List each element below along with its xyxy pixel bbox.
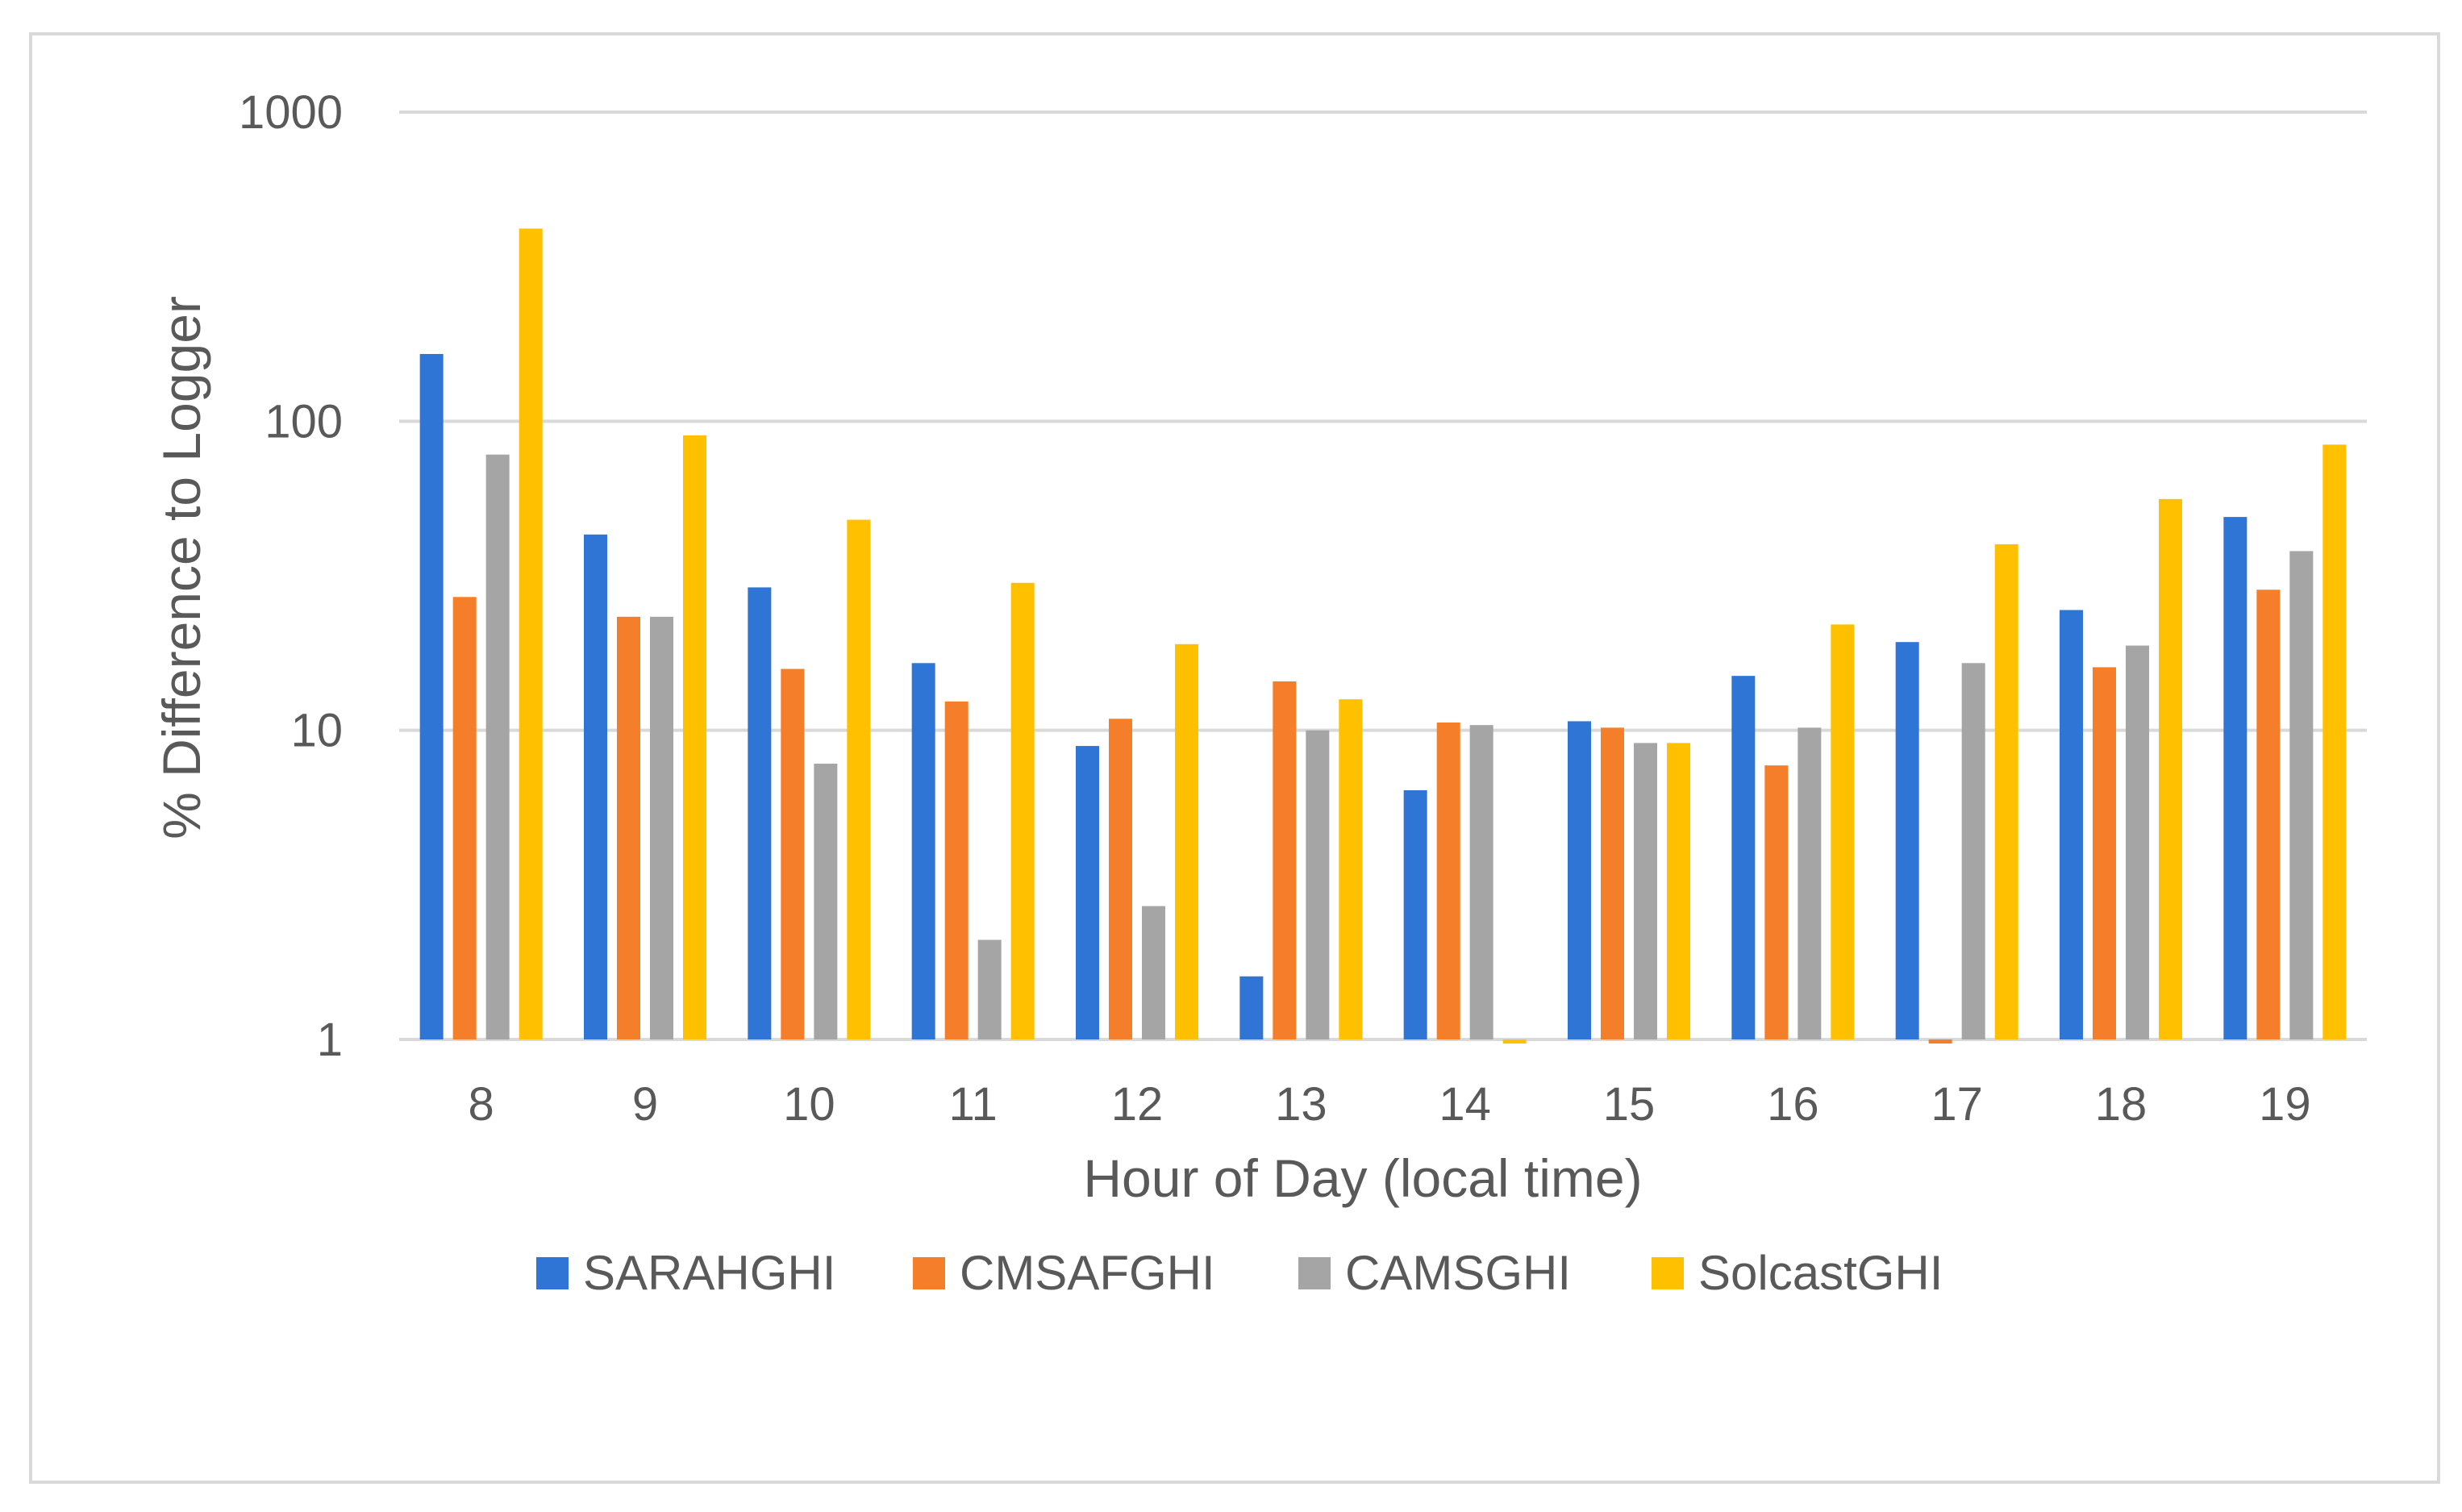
bar-sarahghi-11 [911,663,935,1039]
bar-solcastghi-19 [2322,444,2347,1039]
bar-solcastghi-10 [847,519,871,1039]
bar-camsghi-13 [1306,730,1330,1039]
bar-sarahghi-14 [1403,789,1427,1039]
y-tick-label: 1000 [239,86,343,139]
bar-sarahghi-16 [1731,676,1756,1039]
legend-swatch [1298,1257,1331,1289]
bar-sarahghi-17 [1895,642,1919,1039]
x-tick-labels: 8 9 10 11 12 13 14 15 16 17 18 19 [469,1078,2311,1131]
bar-camsghi-15 [1634,743,1657,1039]
bar-cmsafghi-11 [944,701,969,1039]
bar-camsghi-9 [650,616,673,1039]
x-tick-label: 10 [783,1078,835,1131]
bar-camsghi-12 [1142,906,1165,1039]
y-tick-labels: 1 10 100 1000 [239,86,343,1066]
bar-cmsafghi-12 [1109,719,1132,1039]
bar-cmsafghi-13 [1273,681,1297,1039]
bar-camsghi-11 [977,939,1002,1039]
legend-label: CMSAFGHI [960,1246,1215,1300]
legend-item-cmsafghi: CMSAFGHI [913,1246,1215,1300]
bar-solcastghi-15 [1667,743,1690,1039]
y-axis-title: % Difference to Logger [152,296,211,839]
bar-cmsafghi-15 [1601,727,1624,1039]
legend-label: SARAHGHI [583,1246,835,1300]
bar-sarahghi-19 [2223,517,2247,1039]
bar-sarahghi-18 [2060,610,2083,1039]
bar-sarahghi-9 [584,534,607,1039]
bar-sarahghi-12 [1076,746,1099,1039]
bar-camsghi-14 [1469,725,1493,1039]
x-tick-label: 19 [2259,1078,2311,1131]
bar-solcastghi-12 [1175,644,1198,1039]
bar-solcastghi-8 [519,228,543,1039]
x-tick-label: 12 [1111,1078,1164,1131]
x-tick-label: 14 [1439,1078,1491,1131]
bar-camsghi-17 [1961,663,1985,1039]
bar-camsghi-16 [1798,727,1822,1039]
x-tick-label: 11 [949,1078,998,1131]
bar-cmsafghi-8 [452,597,477,1039]
gridlines [399,110,2367,1041]
bar-cmsafghi-9 [617,616,640,1039]
x-tick-label: 9 [632,1078,658,1131]
legend-label: CAMSGHI [1345,1246,1571,1300]
bar-cmsafghi-18 [2093,667,2116,1039]
legend-item-camsghi: CAMSGHI [1298,1246,1571,1300]
x-axis-title: Hour of Day (local time) [1083,1148,1642,1208]
bar-camsghi-10 [814,764,838,1039]
bars [419,228,2347,1044]
bar-cmsafghi-10 [781,669,805,1039]
bar-cmsafghi-19 [2256,589,2281,1039]
legend-swatch [1652,1257,1684,1289]
x-tick-label: 18 [2095,1078,2147,1131]
x-tick-label: 15 [1603,1078,1656,1131]
x-tick-label: 17 [1931,1078,1983,1131]
bar-solcastghi-17 [1994,544,2018,1039]
chart-svg: 1 10 100 1000 8 9 10 11 12 13 14 15 16 17 18 19 % Diff… [152,86,2367,1300]
bar-solcastghi-14 [1502,1039,1527,1044]
bar-cmsafghi-14 [1436,722,1460,1039]
x-tick-label: 8 [469,1078,494,1131]
legend-item-solcastghi: SolcastGHI [1652,1246,1943,1300]
legend: SARAHGHI CMSAFGHI CAMSGHI SolcastGHI [536,1246,1943,1300]
bar-cmsafghi-17 [1928,1039,1952,1044]
bar-sarahghi-10 [748,587,772,1039]
bar-cmsafghi-16 [1764,765,1789,1039]
bar-camsghi-18 [2126,645,2149,1039]
bar-sarahghi-13 [1239,976,1264,1039]
bar-solcastghi-13 [1339,699,1363,1039]
y-tick-label: 100 [265,395,343,448]
bar-solcastghi-18 [2159,498,2182,1039]
legend-swatch [536,1257,569,1289]
bar-sarahghi-8 [419,353,444,1039]
x-tick-label: 16 [1767,1078,1819,1131]
legend-swatch [913,1257,945,1289]
bar-camsghi-19 [2289,551,2314,1039]
bar-sarahghi-15 [1568,721,1591,1039]
bar-solcastghi-9 [683,435,706,1039]
legend-label: SolcastGHI [1698,1246,1943,1300]
y-tick-label: 1 [317,1014,343,1066]
bar-camsghi-8 [485,454,510,1039]
bar-solcastghi-16 [1831,624,1855,1039]
chart-frame: 1 10 100 1000 8 9 10 11 12 13 14 15 16 17 18 19 % Diff… [29,32,2440,1484]
legend-item-sarahghi: SARAHGHI [536,1246,835,1300]
x-tick-label: 13 [1275,1078,1327,1131]
bar-solcastghi-11 [1010,582,1035,1039]
y-tick-label: 10 [290,705,343,757]
